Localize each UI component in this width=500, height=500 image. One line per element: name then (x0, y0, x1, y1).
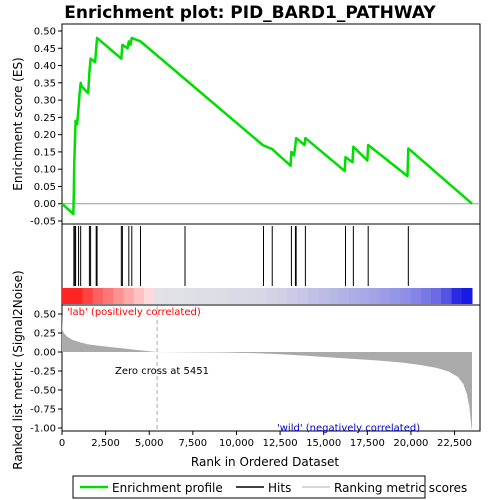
x-tick-label: 15,000 (306, 438, 341, 449)
color-bar-segment (246, 288, 258, 304)
color-bar-segment (123, 288, 135, 304)
x-tick-label: 2,500 (91, 438, 120, 449)
color-bar-segment (185, 288, 196, 304)
color-bar-segment (256, 288, 268, 304)
positive-correlation-label: 'lab' (positively correlated) (67, 307, 201, 318)
metric-tick-label: -0.50 (30, 386, 56, 397)
enrichment-profile-line (61, 36, 473, 216)
color-bar-segment (390, 288, 401, 304)
x-tick-label: 17,500 (350, 438, 385, 449)
metric-tick-label: -0.25 (30, 367, 56, 378)
es-tick-label: 0.25 (34, 113, 56, 124)
es-y-ticks: 0.50 0.45 0.40 0.35 0.30 0.25 0.20 0.15 0.10 0.05… (30, 27, 62, 228)
color-bar-segment (308, 288, 319, 304)
es-tick-label: -0.05 (30, 217, 56, 228)
color-bar-segment (287, 288, 299, 304)
color-bar-segment (174, 288, 186, 304)
zero-cross-label: Zero cross at 5451 (115, 366, 209, 377)
x-tick-label: 12,500 (263, 438, 298, 449)
x-axis-label: Rank in Ordered Dataset (191, 455, 339, 469)
color-bar-segment (277, 288, 288, 304)
es-tick-label: 0.50 (34, 27, 56, 38)
es-tick-label: 0.20 (34, 130, 56, 141)
metric-tick-label: 0.50 (34, 310, 56, 321)
color-bar-segment (205, 288, 217, 304)
color-bar-segment (144, 288, 155, 304)
color-bar-segment (400, 288, 411, 304)
color-bar-segment (451, 288, 463, 304)
es-panel-frame (61, 23, 481, 225)
x-tick-label: 0 (59, 438, 65, 449)
hits-layer (73, 226, 409, 286)
x-tick-label: 22,500 (437, 438, 472, 449)
legend-ranking-label: Ranking metric scores (334, 481, 467, 495)
color-bar-segment (328, 288, 340, 304)
es-tick-label: 0.05 (34, 182, 56, 193)
color-bar-segment (103, 288, 114, 304)
es-tick-label: 0.30 (34, 96, 56, 107)
metric-tick-label: 0.25 (34, 329, 56, 340)
es-tick-label: 0.15 (34, 147, 56, 158)
color-bar-segment (338, 288, 350, 304)
color-bar-segment (359, 288, 370, 304)
metric-tick-label: -0.75 (30, 405, 56, 416)
color-bar-segment (215, 288, 227, 304)
color-bar-segment (431, 288, 442, 304)
color-bar-segment (133, 288, 145, 304)
color-bar-segment (195, 288, 206, 304)
metric-tick-label: 0.00 (34, 348, 56, 359)
color-bar-segment (420, 288, 432, 304)
color-bar-segment (318, 288, 329, 304)
negative-correlation-label: 'wild' (negatively correlated) (277, 423, 420, 434)
rank-color-bar (62, 288, 473, 304)
legend-enrichment-label: Enrichment profile (112, 481, 223, 495)
color-bar-segment (62, 288, 73, 304)
es-tick-label: 0.40 (34, 61, 56, 72)
es-tick-label: 0.00 (34, 199, 56, 210)
color-bar-segment (72, 288, 83, 304)
color-bar-segment (154, 288, 165, 304)
x-tick-label: 5,000 (135, 438, 164, 449)
metric-y-ticks: 0.50 0.25 0.00 -0.25 -0.50 -0.75 -1.00 (30, 310, 62, 435)
es-line-layer (61, 36, 473, 216)
color-bar-segment (379, 288, 391, 304)
color-bar-segment (267, 288, 278, 304)
es-y-axis-label: Enrichment score (ES) (11, 57, 25, 190)
color-bar-segment (236, 288, 247, 304)
color-bar-segment (369, 288, 381, 304)
color-bar-segment (82, 288, 94, 304)
es-tick-label: 0.45 (34, 44, 56, 55)
color-bar-segment (349, 288, 360, 304)
color-bar-segment (164, 288, 176, 304)
chart-title: Enrichment plot: PID_BARD1_PATHWAY (64, 3, 436, 23)
color-bar-segment (226, 288, 237, 304)
legend-hits-label: Hits (268, 481, 291, 495)
x-tick-label: 10,000 (219, 438, 254, 449)
metric-y-axis-label: Ranked list metric (Signal2Noise) (11, 270, 25, 469)
es-tick-label: 0.35 (34, 78, 56, 89)
color-bar-segment (92, 288, 104, 304)
x-tick-label: 7,500 (179, 438, 208, 449)
metric-tick-label: -1.00 (30, 424, 56, 435)
color-bar-segment (297, 288, 309, 304)
metric-panel-frame (61, 304, 481, 432)
color-bar-segment (461, 288, 473, 304)
color-bar-segment (410, 288, 422, 304)
color-bar-segment (113, 288, 124, 304)
x-tick-label: 20,000 (393, 438, 428, 449)
color-bar-segment (441, 288, 452, 304)
x-ticks: 0 2,500 5,000 7,500 10,000 12,500 15,000 17,500… (59, 431, 472, 449)
es-tick-label: 0.10 (34, 165, 56, 176)
